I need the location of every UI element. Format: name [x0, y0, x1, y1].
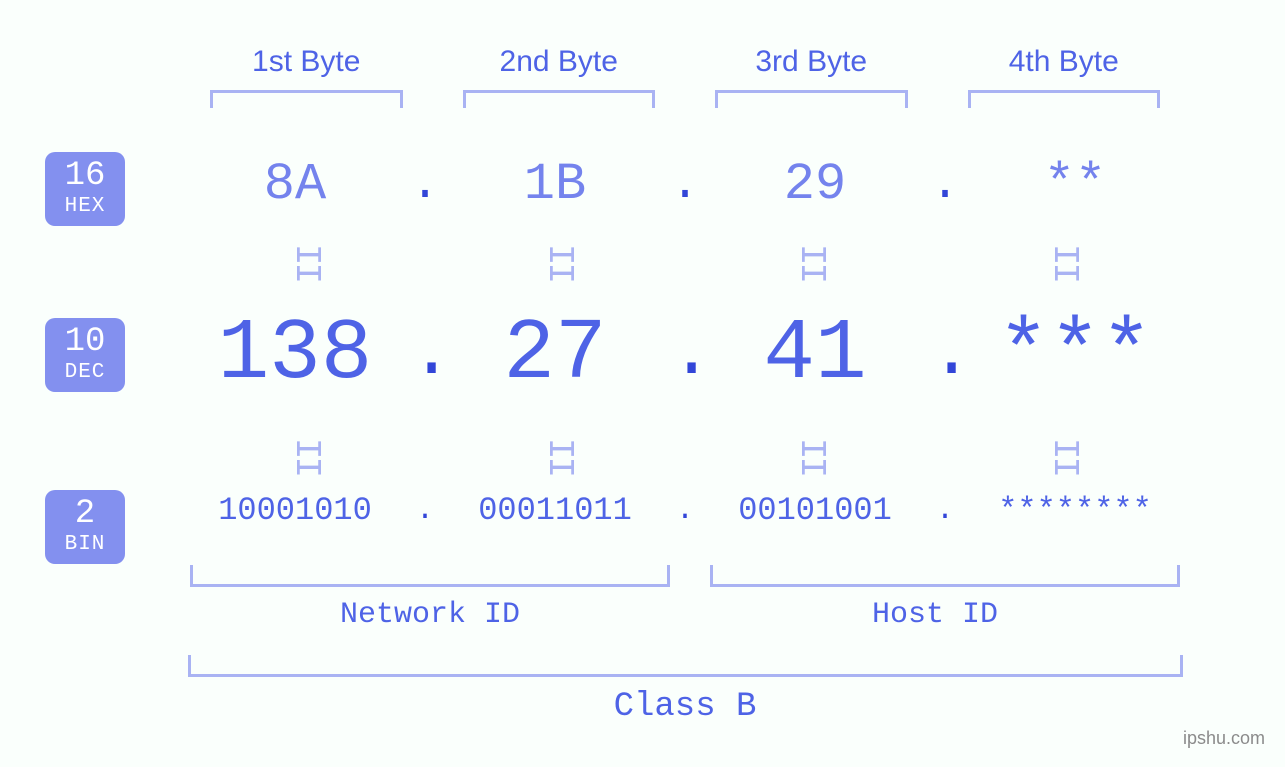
- base-label: HEX: [45, 195, 125, 218]
- separator-dot: .: [410, 313, 440, 395]
- network-id-bracket: [190, 565, 670, 587]
- base-number: 16: [45, 158, 125, 195]
- base-badge-hex: 16 HEX: [45, 152, 125, 226]
- class-label: Class B: [180, 688, 1190, 726]
- byte-header: 2nd Byte: [433, 45, 686, 79]
- ip-diagram: 1st Byte 2nd Byte 3rd Byte 4th Byte 16 H…: [0, 0, 1285, 767]
- separator-dot: .: [930, 494, 960, 528]
- id-brackets: [180, 565, 1190, 587]
- equals-icon: II: [791, 330, 832, 583]
- base-number: 2: [45, 496, 125, 533]
- separator-dot: .: [670, 494, 700, 528]
- equals-icon: II: [1043, 330, 1084, 583]
- equals-icon: II: [538, 330, 579, 583]
- top-bracket: [463, 90, 656, 108]
- base-badge-dec: 10 DEC: [45, 318, 125, 392]
- separator-dot: .: [930, 313, 960, 395]
- host-id-label: Host ID: [680, 598, 1190, 632]
- class-bracket: [188, 655, 1183, 677]
- bin-byte: 00011011: [440, 492, 670, 529]
- byte-header: 3rd Byte: [685, 45, 938, 79]
- separator-dot: .: [670, 313, 700, 395]
- base-label: BIN: [45, 533, 125, 556]
- base-number: 10: [45, 324, 125, 361]
- separator-dot: .: [930, 158, 960, 212]
- watermark: ipshu.com: [1183, 728, 1265, 749]
- top-bracket: [210, 90, 403, 108]
- top-bracket: [968, 90, 1161, 108]
- bin-byte: 00101001: [700, 492, 930, 529]
- separator-dot: .: [670, 158, 700, 212]
- equals-row: II II II II: [180, 436, 1190, 477]
- separator-dot: .: [410, 494, 440, 528]
- equals-row: II II II II: [180, 242, 1190, 283]
- id-labels: Network ID Host ID: [180, 598, 1190, 632]
- top-bracket: [715, 90, 908, 108]
- base-badge-bin: 2 BIN: [45, 490, 125, 564]
- base-label: DEC: [45, 361, 125, 384]
- byte-header-row: 1st Byte 2nd Byte 3rd Byte 4th Byte: [180, 45, 1190, 79]
- bin-byte: ********: [960, 492, 1190, 529]
- byte-header: 4th Byte: [938, 45, 1191, 79]
- byte-header: 1st Byte: [180, 45, 433, 79]
- dec-row: 138 . 27 . 41 . ***: [180, 305, 1190, 403]
- hex-row: 8A . 1B . 29 . **: [180, 155, 1190, 214]
- equals-icon: II: [286, 330, 327, 583]
- separator-dot: .: [410, 158, 440, 212]
- bin-byte: 10001010: [180, 492, 410, 529]
- network-id-label: Network ID: [180, 598, 680, 632]
- host-id-bracket: [710, 565, 1180, 587]
- bin-row: 10001010 . 00011011 . 00101001 . *******…: [180, 492, 1190, 529]
- top-brackets: [180, 90, 1190, 108]
